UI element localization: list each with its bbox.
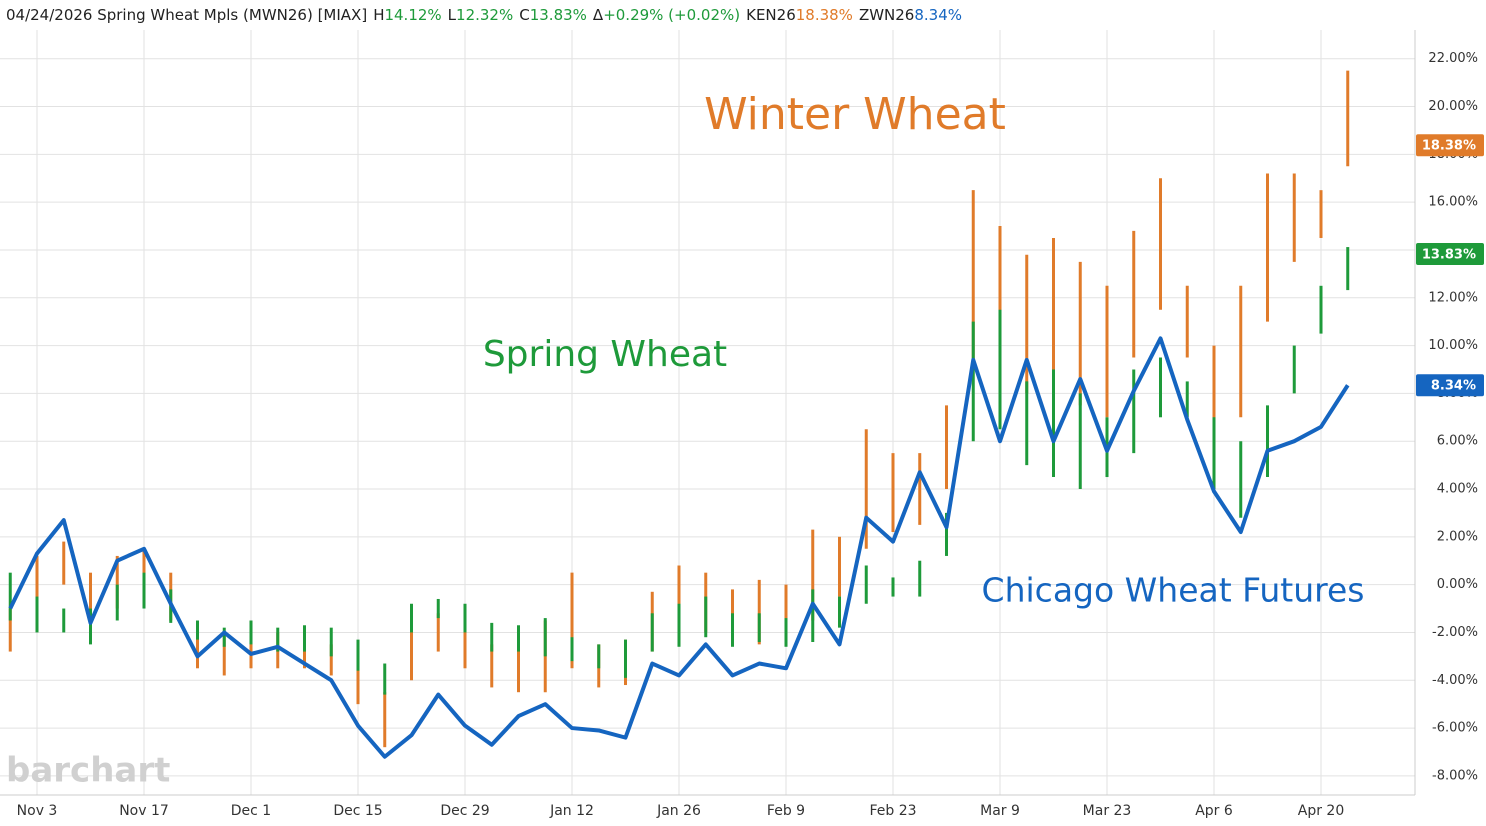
header-part: 18.38% — [796, 6, 853, 24]
header-part: 04/24/2026 Spring Wheat Mpls (MWN26) [MI… — [6, 6, 367, 24]
x-tick-label: Apr 6 — [1195, 803, 1233, 819]
line — [8, 336, 1350, 759]
header: 04/24/2026 Spring Wheat Mpls (MWN26) [MI… — [6, 6, 962, 24]
last-value-badge — [1416, 374, 1484, 397]
y-tick-label: 6.00% — [1437, 434, 1478, 449]
labels: 22.00%20.00%18.00%16.00%14.00%12.00%10.0… — [17, 51, 1484, 819]
y-tick-label: 20.00% — [1428, 99, 1478, 114]
x-tick-label: Apr 20 — [1298, 803, 1344, 819]
header-part: H — [373, 6, 384, 24]
header-part: +0.29% (+0.02%) — [603, 6, 740, 24]
x-tick-label: Feb 23 — [869, 803, 916, 819]
header-part: 8.34% — [914, 6, 962, 24]
last-value-label: 8.34% — [1431, 379, 1476, 394]
y-tick-label: 2.00% — [1437, 529, 1478, 544]
header-part: C — [519, 6, 529, 24]
header-part: ZWN26 — [859, 6, 914, 24]
series-label: Chicago Wheat Futures — [982, 571, 1365, 610]
x-tick-label: Dec 15 — [333, 803, 382, 819]
last-value-badge — [1416, 243, 1484, 266]
last-value-badge — [1416, 134, 1484, 157]
last-value-label: 13.83% — [1422, 248, 1476, 263]
y-tick-label: -2.00% — [1432, 625, 1478, 640]
y-tick-label: 0.00% — [1437, 577, 1478, 592]
header-part: 12.32% — [456, 6, 513, 24]
y-tick-label: 12.00% — [1428, 290, 1478, 305]
x-tick-label: Jan 26 — [656, 803, 701, 819]
series-label: Spring Wheat — [483, 334, 727, 375]
header-part: KEN26 — [746, 6, 796, 24]
x-tick-label: Nov 3 — [17, 803, 58, 819]
y-tick-label: 4.00% — [1437, 482, 1478, 497]
y-tick-label: 22.00% — [1428, 51, 1478, 66]
last-value-label: 18.38% — [1422, 139, 1476, 154]
x-tick-label: Feb 9 — [767, 803, 805, 819]
y-tick-label: 16.00% — [1428, 195, 1478, 210]
y-tick-label: -4.00% — [1432, 673, 1478, 688]
header-part: 13.83% — [530, 6, 587, 24]
x-tick-label: Mar 9 — [980, 803, 1020, 819]
series-label: Winter Wheat — [704, 89, 1006, 140]
x-tick-label: Nov 17 — [119, 803, 169, 819]
x-tick-label: Mar 23 — [1083, 803, 1132, 819]
x-tick-label: Dec 1 — [231, 803, 271, 819]
marks — [8, 70, 1350, 759]
header-part: 14.12% — [384, 6, 441, 24]
header-part: L — [448, 6, 457, 24]
x-tick-label: Dec 29 — [440, 803, 489, 819]
y-tick-label: -8.00% — [1432, 768, 1478, 783]
y-tick-label: -6.00% — [1432, 721, 1478, 736]
header-part: Δ — [593, 6, 604, 24]
x-tick-label: Jan 12 — [549, 803, 594, 819]
y-tick-label: 10.00% — [1428, 338, 1478, 353]
watermark: barchart — [6, 751, 170, 791]
